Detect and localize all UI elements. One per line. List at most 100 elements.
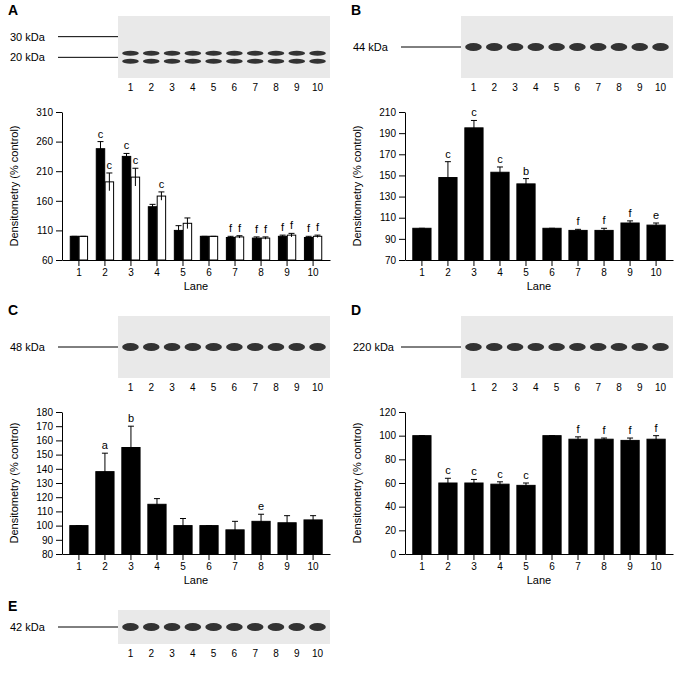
significance-label: f [576, 423, 580, 435]
x-axis-title: Lane [527, 280, 551, 292]
x-tick: 4 [154, 260, 160, 278]
x-tick: 7 [232, 260, 238, 278]
y-tick: 150 [36, 449, 62, 460]
lane-label: 1 [128, 82, 134, 93]
x-tick-label: 5 [180, 561, 186, 572]
bar [70, 526, 88, 554]
blot-band [569, 343, 586, 351]
y-axis-line [62, 413, 63, 555]
y-tick-label: 110 [37, 506, 53, 517]
y-tick: 40 [385, 501, 405, 512]
lane-label: 1 [471, 382, 477, 393]
x-tick: 6 [549, 260, 555, 278]
lane-label: 3 [512, 382, 518, 393]
x-axis-title: Lane [527, 574, 551, 586]
y-tick-label: 0 [390, 549, 396, 560]
y-tick: 170 [36, 421, 62, 432]
x-tick: 8 [601, 260, 607, 278]
blot-band [309, 59, 326, 64]
y-tick-label: 90 [42, 535, 54, 546]
x-tick-label: 2 [102, 267, 108, 278]
blot-band [268, 51, 285, 56]
y-tick: 110 [37, 506, 62, 517]
blot-band [652, 43, 669, 51]
plot-area [413, 120, 665, 260]
size-marker-line [58, 627, 118, 628]
x-tick-label: 1 [419, 561, 425, 572]
y-tick-mark [399, 154, 405, 155]
error-bar [150, 204, 156, 209]
x-tick-label: 2 [445, 267, 451, 278]
lane-label: 8 [273, 382, 279, 393]
x-axis-line [406, 554, 674, 555]
error-bar [97, 142, 103, 156]
x-tick: 3 [128, 260, 134, 278]
lane-label: 5 [211, 648, 217, 659]
x-tick: 10 [651, 554, 663, 572]
blot-band [590, 343, 607, 351]
lane-label: 2 [148, 382, 154, 393]
size-marker-label: 44 kDa [353, 41, 389, 53]
significance-label: c [523, 469, 529, 481]
error-bar [575, 437, 581, 442]
y-tick-label: 130 [36, 478, 53, 489]
error-bar [202, 236, 208, 237]
y-axis-title: Densitometry (% control) [351, 422, 363, 543]
lane-label: 3 [169, 648, 175, 659]
x-tick-mark [130, 260, 131, 266]
x-tick-label: 7 [575, 561, 581, 572]
error-bar [154, 499, 160, 510]
x-tick-label: 2 [445, 561, 451, 572]
blot-band [548, 343, 565, 351]
x-axis: 12345678910 [63, 260, 331, 278]
panel-title: B [351, 2, 361, 18]
significance-label: c [471, 465, 477, 477]
lane-label: 1 [471, 82, 477, 93]
y-tick: 130 [379, 191, 405, 202]
blot-band [465, 343, 482, 351]
significance-label: f [629, 207, 633, 219]
x-tick: 5 [523, 554, 529, 572]
y-tick-mark [399, 239, 405, 240]
blot-band [143, 51, 160, 56]
x-tick: 4 [154, 554, 160, 572]
x-tick-label: 3 [471, 267, 477, 278]
significance-label: f [629, 424, 633, 436]
significance-label: c [133, 154, 139, 166]
bar [413, 228, 431, 260]
blot-band [185, 343, 202, 351]
lane-label: 2 [148, 82, 154, 93]
x-tick-mark [313, 260, 314, 266]
significance-label: c [497, 468, 503, 480]
x-tick-label: 10 [651, 561, 663, 572]
lane-label: 6 [575, 382, 581, 393]
y-axis: 020406080100120 [379, 407, 405, 560]
bar [157, 196, 165, 260]
y-tick-mark [56, 260, 62, 261]
lane-label: 4 [190, 648, 196, 659]
x-tick-label: 6 [206, 267, 212, 278]
bar [647, 225, 665, 260]
y-tick-label: 80 [42, 549, 54, 560]
y-tick-label: 140 [36, 464, 53, 475]
blot: 44 kDa12345678910 [353, 16, 673, 93]
y-tick: 80 [385, 454, 405, 465]
lane-label: 9 [294, 648, 300, 659]
x-tick: 1 [419, 554, 425, 572]
lane-label: 7 [595, 82, 601, 93]
error-bar [71, 236, 77, 237]
error-bar [497, 482, 503, 487]
error-bar [627, 221, 633, 225]
bar [183, 223, 191, 260]
lane-label: 6 [232, 648, 238, 659]
bar [413, 436, 431, 554]
y-tick-mark [56, 412, 62, 413]
blot-background [461, 16, 673, 78]
x-tick-label: 6 [549, 267, 555, 278]
size-marker-label: 48 kDa [10, 341, 46, 353]
x-tick-label: 5 [523, 561, 529, 572]
y-tick-mark [56, 540, 62, 541]
x-tick-label: 9 [284, 267, 290, 278]
x-tick-mark [604, 554, 605, 560]
blot-band [268, 623, 285, 631]
